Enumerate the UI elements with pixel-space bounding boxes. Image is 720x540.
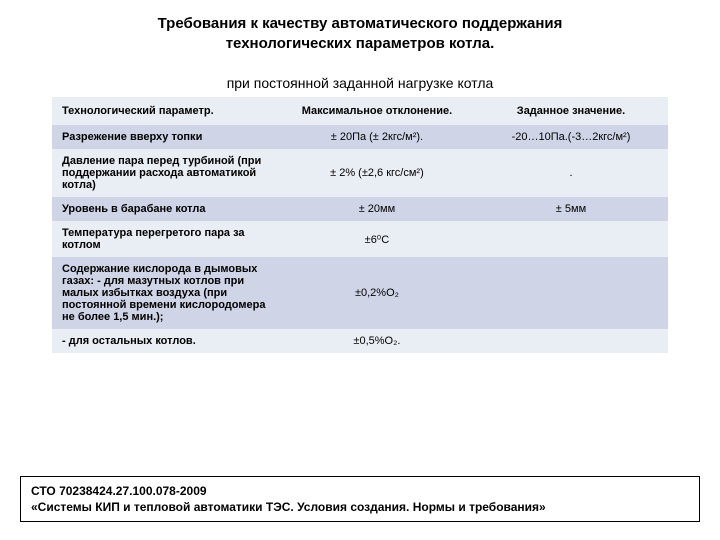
table-row: Уровень в барабане котла ± 20мм ± 5мм [52, 197, 668, 221]
table-row: Температура перегретого пара за котлом ±… [52, 221, 668, 257]
col-deviation: Максимальное отклонение. [280, 97, 474, 125]
cell-param: Уровень в барабане котла [52, 197, 280, 221]
footer-line-1: СТО 70238424.27.100.078-2009 [31, 484, 207, 498]
cell-dev: ± 20мм [280, 197, 474, 221]
cell-param: Температура перегретого пара за котлом [52, 221, 280, 257]
table-header-row: Технологический параметр. Максимальное о… [52, 97, 668, 125]
cell-param: Разрежение вверху топки [52, 125, 280, 149]
reference-footer: СТО 70238424.27.100.078-2009 «Системы КИ… [20, 476, 700, 522]
col-parameter: Технологический параметр. [52, 97, 280, 125]
subtitle: при постоянной заданной нагрузке котла [0, 75, 720, 91]
cell-dev: ± 20Па (± 2кгс/м²). [280, 125, 474, 149]
table-row: Разрежение вверху топки ± 20Па (± 2кгс/м… [52, 125, 668, 149]
cell-param: Давление пара перед турбиной (при поддер… [52, 149, 280, 197]
parameters-table-wrapper: Технологический параметр. Максимальное о… [0, 97, 720, 353]
page-title: Требования к качеству автоматического по… [0, 0, 720, 61]
table-row: Содержание кислорода в дымовых газах: - … [52, 257, 668, 329]
cell-dev: ±0,2%O₂ [280, 257, 474, 329]
cell-param: Содержание кислорода в дымовых газах: - … [52, 257, 280, 329]
cell-set [474, 257, 668, 329]
title-line-1: Требования к качеству автоматического по… [158, 15, 563, 32]
table-row: Давление пара перед турбиной (при поддер… [52, 149, 668, 197]
cell-set [474, 329, 668, 353]
cell-param: - для остальных котлов. [52, 329, 280, 353]
parameters-table: Технологический параметр. Максимальное о… [52, 97, 668, 353]
footer-line-2: «Системы КИП и тепловой автоматики ТЭС. … [31, 500, 546, 514]
cell-set [474, 221, 668, 257]
cell-dev: ±6⁰С [280, 221, 474, 257]
cell-dev: ±0,5%O₂. [280, 329, 474, 353]
table-row: - для остальных котлов. ±0,5%O₂. [52, 329, 668, 353]
cell-set: -20…10Па.(-3…2кгс/м²) [474, 125, 668, 149]
cell-dev: ± 2% (±2,6 кгс/см²) [280, 149, 474, 197]
col-setpoint: Заданное значение. [474, 97, 668, 125]
title-line-2: технологических параметров котла. [226, 35, 495, 52]
cell-set: . [474, 149, 668, 197]
cell-set: ± 5мм [474, 197, 668, 221]
